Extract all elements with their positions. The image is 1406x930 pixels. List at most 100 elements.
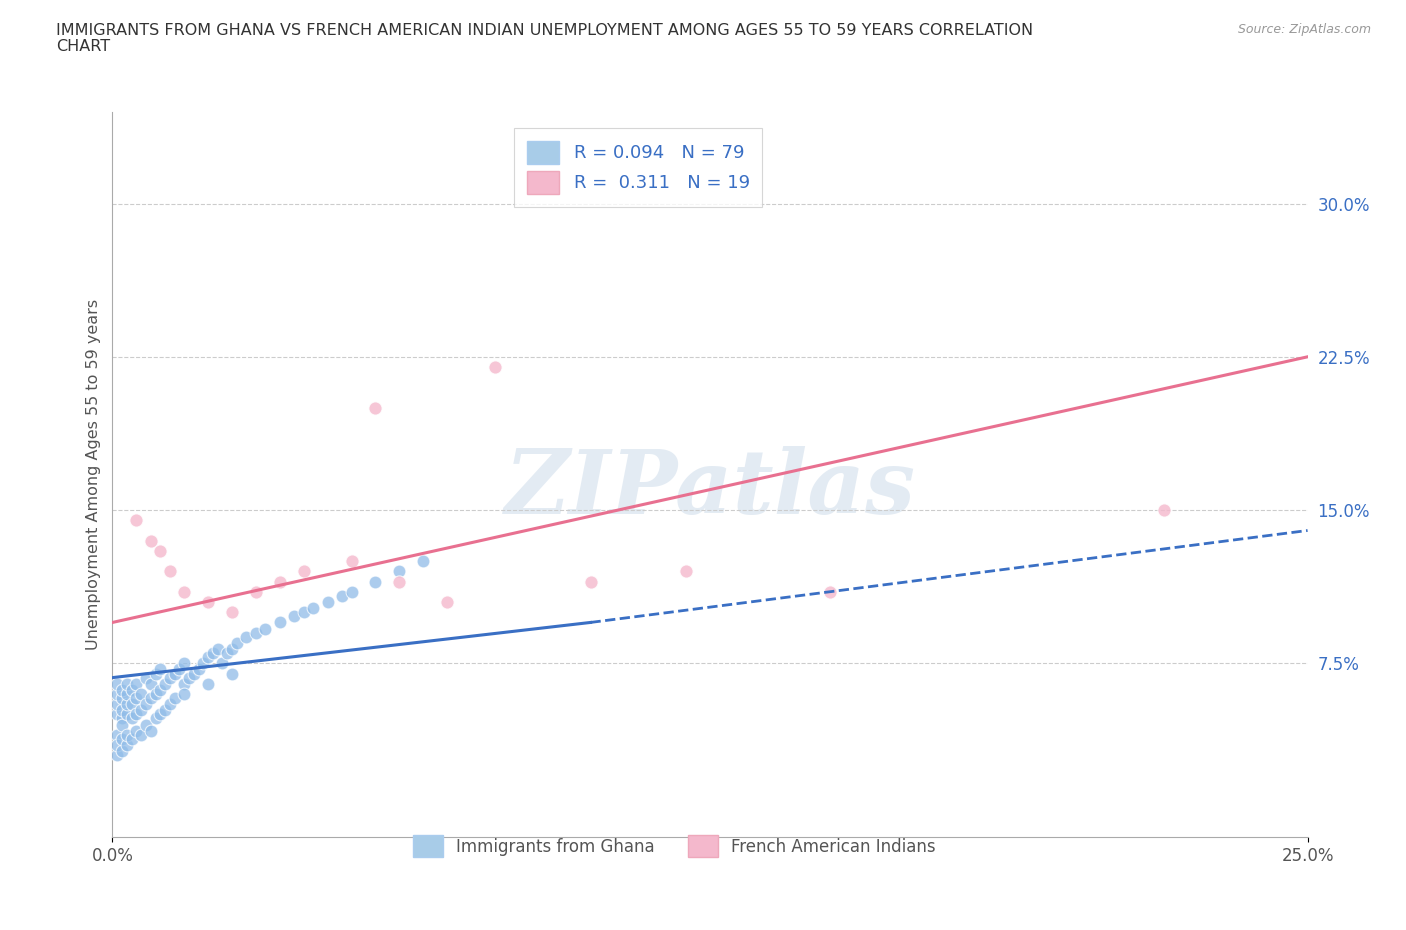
Point [121, 697, 143, 711]
Point [125, 512, 148, 527]
Point [125, 691, 148, 706]
Point [111, 691, 134, 706]
Point [340, 553, 363, 568]
Point [675, 564, 697, 578]
Point [111, 744, 134, 759]
Point [436, 594, 458, 609]
Point [197, 650, 219, 665]
Point [121, 711, 143, 726]
Point [139, 724, 162, 738]
Point [412, 553, 434, 568]
Point [221, 666, 243, 681]
Point [125, 676, 148, 691]
Point [364, 401, 387, 416]
Point [484, 360, 506, 375]
Point [388, 574, 411, 589]
Point [149, 662, 172, 677]
Point [111, 711, 134, 726]
Legend: Immigrants from Ghana, French American Indians: Immigrants from Ghana, French American I… [401, 824, 948, 869]
Point [211, 656, 233, 671]
Point [135, 697, 157, 711]
Point [149, 543, 172, 558]
Point [173, 584, 195, 599]
Point [111, 703, 134, 718]
Point [221, 604, 243, 619]
Point [129, 727, 152, 742]
Point [153, 703, 176, 718]
Point [269, 615, 291, 630]
Point [254, 621, 277, 636]
Point [111, 717, 134, 732]
Point [193, 656, 215, 671]
Point [163, 666, 186, 681]
Point [207, 642, 229, 657]
Point [183, 666, 205, 681]
Point [139, 533, 162, 548]
Point [225, 635, 247, 650]
Point [340, 584, 363, 599]
Point [145, 711, 167, 726]
Point [173, 656, 195, 671]
Point [145, 686, 167, 701]
Point [149, 707, 172, 722]
Point [221, 642, 243, 657]
Point [115, 707, 138, 722]
Point [197, 676, 219, 691]
Point [159, 697, 181, 711]
Point [197, 594, 219, 609]
Point [105, 737, 128, 752]
Point [235, 630, 257, 644]
Point [269, 574, 291, 589]
Point [115, 676, 138, 691]
Point [173, 676, 195, 691]
Point [139, 691, 162, 706]
Point [115, 737, 138, 752]
Point [173, 686, 195, 701]
Point [201, 645, 224, 660]
Point [159, 671, 181, 685]
Point [135, 671, 157, 685]
Point [145, 666, 167, 681]
Point [125, 724, 148, 738]
Point [115, 686, 138, 701]
Text: ZIPatlas: ZIPatlas [505, 445, 915, 532]
Point [135, 717, 157, 732]
Point [153, 676, 176, 691]
Point [125, 707, 148, 722]
Point [121, 732, 143, 747]
Point [217, 645, 239, 660]
Point [111, 683, 134, 698]
Point [139, 676, 162, 691]
Point [159, 564, 181, 578]
Point [187, 662, 209, 677]
Text: CHART: CHART [56, 39, 110, 54]
Point [292, 564, 315, 578]
Point [818, 584, 841, 599]
Point [292, 604, 315, 619]
Point [115, 727, 138, 742]
Point [316, 594, 339, 609]
Point [330, 589, 353, 604]
Point [115, 697, 138, 711]
Point [105, 686, 128, 701]
Y-axis label: Unemployment Among Ages 55 to 59 years: Unemployment Among Ages 55 to 59 years [86, 299, 101, 650]
Point [105, 707, 128, 722]
Point [129, 686, 152, 701]
Point [579, 574, 602, 589]
Point [111, 732, 134, 747]
Point [364, 574, 387, 589]
Point [245, 625, 267, 640]
Point [105, 727, 128, 742]
Point [177, 671, 200, 685]
Text: Source: ZipAtlas.com: Source: ZipAtlas.com [1237, 23, 1371, 36]
Point [388, 564, 411, 578]
Point [105, 676, 128, 691]
Point [1153, 502, 1175, 517]
Point [105, 697, 128, 711]
Point [283, 609, 305, 624]
Point [302, 601, 325, 616]
Point [245, 584, 267, 599]
Point [163, 691, 186, 706]
Point [169, 662, 191, 677]
Point [121, 683, 143, 698]
